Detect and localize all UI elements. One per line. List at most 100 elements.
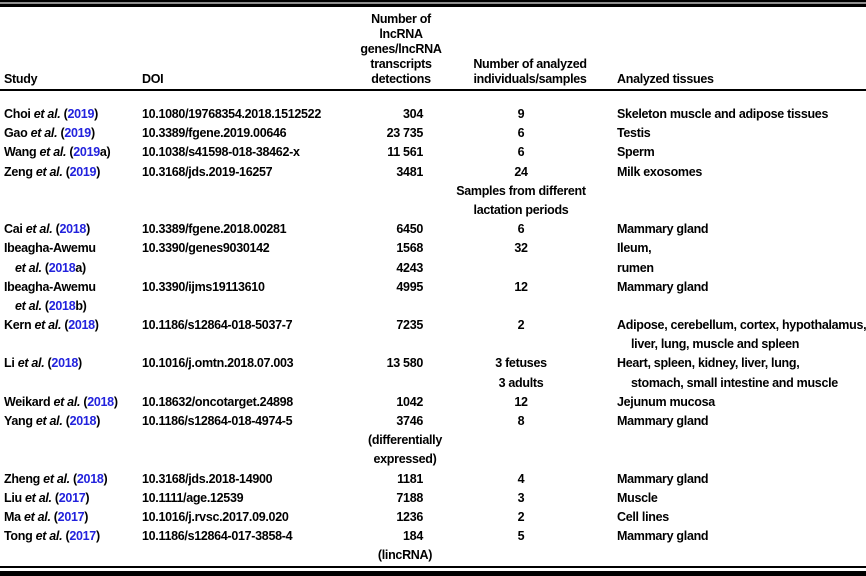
et-al-text: et al. (35, 414, 63, 428)
table-row: Liu et al. (2017) 10.1111/age.12539 7188 3 M… (0, 489, 866, 508)
study-year-link[interactable]: 2018 (68, 318, 95, 333)
study-text: ( (44, 356, 52, 371)
study-text: Ibeagha-Awemu (4, 279, 96, 294)
study-cell: Zeng et al. (2019) (0, 163, 138, 221)
doi-cell: 10.3168/jds.2019-16257 (138, 163, 348, 221)
table-row: Ibeagha-Awemu et al. (2018a) 10.3390/genes… (0, 239, 866, 277)
study-text: Tong (4, 529, 36, 544)
study-year-link[interactable]: 2019 (69, 164, 97, 179)
tissues-cell: Cell lines (616, 508, 866, 527)
individuals-cell: 6 (426, 124, 616, 143)
detections-line: (differentially (368, 433, 442, 448)
study-text: Cai (4, 222, 26, 237)
study-year-link[interactable]: 2018 (76, 471, 104, 486)
study-cell: Tong et al. (2017) (0, 527, 138, 565)
study-text: ) (86, 222, 90, 237)
study-text: ) (96, 414, 101, 428)
tissues-line: liver, lung, muscle and spleen (631, 337, 800, 352)
study-year-link[interactable]: 2018 (87, 394, 114, 409)
study-text: ( (60, 107, 68, 121)
bottom-rule-gap (0, 567, 866, 571)
header-line: detections (371, 72, 431, 86)
individuals-line: 6 (517, 145, 525, 160)
header-line: Number of analyzed (473, 57, 587, 71)
study-year-link[interactable]: 2019 (73, 145, 100, 160)
study-year-link[interactable]: 2017 (58, 490, 86, 505)
individuals-cell: 5 (426, 527, 616, 565)
individuals-cell: 32 (426, 239, 616, 277)
individuals-cell: 2 (426, 316, 616, 354)
table-row: Yang et al. (2018) 10.1186/s12864-018-497… (0, 412, 866, 470)
detections-cell: 1236 (348, 508, 426, 527)
detections-cell: 13 580 (348, 354, 426, 392)
study-year-link[interactable]: 2018 (48, 298, 76, 313)
detections-line: 4243 (396, 260, 423, 275)
study-text: ) (84, 509, 89, 524)
detections-line: 4995 (396, 279, 423, 294)
study-text: ( (61, 318, 69, 333)
table-row: Ibeagha-Awemu et al. (2018b) 10.3390/ijms1… (0, 278, 866, 316)
study-year-link[interactable]: 2018 (69, 414, 97, 428)
col-header-study: Study (4, 72, 38, 86)
study-text: ( (66, 145, 74, 160)
study-line: Gao et al. (2019) (0, 124, 138, 143)
study-text: Choi (4, 107, 34, 121)
tissues-line: Testis (617, 126, 651, 141)
detections-cell: 1568 4243 (348, 239, 426, 277)
study-text: Ibeagha-Awemu (4, 241, 96, 256)
doi-text: 10.1016/j.rvsc.2017.09.020 (142, 509, 289, 524)
individuals-cell: 9 (426, 105, 616, 124)
study-text: Liu (4, 490, 26, 505)
study-year-link[interactable]: 2017 (69, 529, 96, 544)
doi-text: 10.3389/fgene.2018.00281 (142, 222, 287, 237)
individuals-cell: 3 fetuses 3 adults (426, 354, 616, 392)
doi-text: 10.1111/age.12539 (142, 490, 244, 505)
doi-cell: 10.1080/19768354.2018.1512522 (138, 105, 348, 124)
detections-cell: 3746 (differentially expressed) (348, 412, 442, 470)
detections-line: 11 561 (387, 145, 423, 160)
study-cell: Liu et al. (2017) (0, 489, 138, 508)
doi-cell: 10.18632/oncotarget.24898 (138, 393, 348, 412)
table-row: Zheng et al. (2018) 10.3168/jds.2018-1490… (0, 470, 866, 489)
study-text: Ma (4, 509, 24, 524)
individuals-line: 5 (517, 529, 525, 544)
tissues-cell: Testis (616, 124, 866, 143)
study-year-link[interactable]: 2018 (51, 356, 79, 371)
study-line: Wang et al. (2019a) (0, 143, 138, 162)
study-cell: Ibeagha-Awemu et al. (2018b) (0, 278, 138, 316)
detections-cell: 3481 (348, 163, 426, 221)
study-year-link[interactable]: 2018 (59, 222, 87, 237)
study-year-link[interactable]: 2017 (57, 509, 85, 524)
individuals-cell: 8 (426, 412, 616, 470)
individuals-line: 6 (517, 126, 525, 141)
study-line: Yang et al. (2018) (0, 412, 138, 431)
study-cell: Gao et al. (2019) (0, 124, 138, 143)
study-text: Li (4, 356, 18, 371)
study-text: ) (85, 490, 90, 505)
study-text: Kern (4, 318, 35, 333)
tissues-line: Heart, spleen, kidney, liver, lung, (617, 356, 800, 371)
doi-text: 10.3390/genes9030142 (142, 241, 270, 256)
detections-cell: 304 (348, 105, 426, 124)
detections-cell: 6450 (348, 220, 426, 239)
study-line: et al. (2018b) (0, 297, 138, 316)
doi-cell: 10.1016/j.omtn.2018.07.003 (138, 354, 348, 392)
individuals-line: 3 (517, 490, 525, 505)
doi-text: 10.3389/fgene.2019.00646 (142, 126, 287, 141)
study-cell: Li et al. (2018) (0, 354, 138, 392)
table-row: Ma et al. (2017) 10.1016/j.rvsc.2017.09.0… (0, 508, 866, 527)
individuals-line: 24 (514, 164, 528, 179)
study-line: Liu et al. (2017) (0, 489, 138, 508)
study-text: Gao (4, 126, 31, 141)
study-year-link[interactable]: 2019 (64, 126, 91, 141)
top-rule-lower (0, 4, 866, 7)
tissues-line: Milk exosomes (617, 164, 703, 179)
table-body: Choi et al. (2019) 10.1080/19768354.2018.… (0, 91, 866, 566)
et-al-text: et al. (30, 126, 58, 141)
tissues-line: Sperm (617, 145, 655, 160)
study-year-link[interactable]: 2019 (67, 107, 95, 121)
study-year-link[interactable]: 2018 (48, 260, 76, 275)
study-line: Li et al. (2018) (0, 354, 138, 373)
study-cell: Ibeagha-Awemu et al. (2018a) (0, 239, 138, 277)
